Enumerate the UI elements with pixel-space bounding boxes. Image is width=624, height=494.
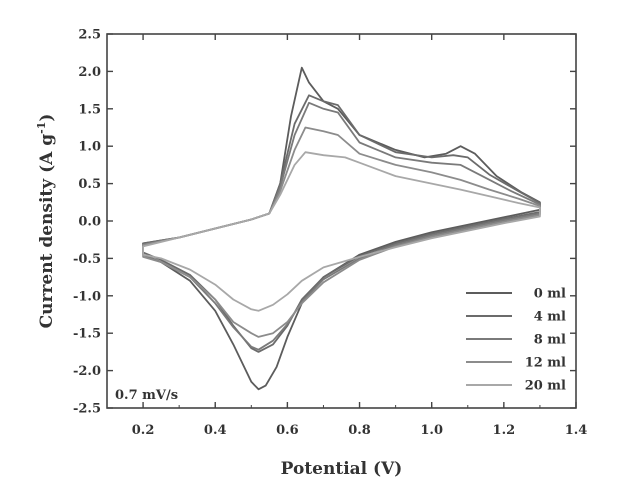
scan-rate-annotation: 0.7 mV/s: [115, 388, 178, 403]
y-tick-label: 0.5: [78, 177, 101, 192]
y-axis-title-main: Current density (A g: [37, 134, 57, 329]
x-axis-title: Potential (V): [281, 459, 403, 479]
y-axis-title: Current density (A g-1): [35, 114, 57, 329]
x-tick-label: 1.0: [420, 423, 443, 438]
x-tick-label: 1.4: [565, 423, 588, 438]
legend-label: 12 ml: [525, 356, 566, 371]
x-axis-ticks: 0.2 0.4 0.6 0.8 1.0 1.2 1.4: [106, 34, 588, 438]
x-tick-label: 1.2: [493, 423, 516, 438]
y-tick-label: -0.5: [73, 252, 101, 267]
y-axis-ticks: -2.5 -2.0 -1.5 -1.0 -0.5 0.0 0.5 1.0 1.5 2.0 2.5: [73, 28, 576, 417]
legend: 0 ml 4 ml 8 ml 12 ml 20 ml: [466, 287, 566, 394]
legend-label: 0 ml: [534, 287, 566, 302]
x-tick-label: 0.2: [132, 423, 155, 438]
legend-label: 20 ml: [525, 379, 566, 394]
y-axis-title-suffix: ): [37, 114, 57, 122]
series-group: [142, 66, 541, 391]
y-tick-label: 1.0: [78, 140, 101, 155]
y-tick-label: 2.5: [78, 28, 101, 43]
y-tick-label: -2.5: [73, 402, 101, 417]
legend-label: 4 ml: [534, 310, 566, 325]
series-line-4-ml: [142, 94, 541, 353]
y-tick-label: 0.0: [78, 215, 101, 230]
y-tick-label: -1.5: [73, 327, 101, 342]
x-tick-label: 0.8: [348, 423, 371, 438]
legend-label: 8 ml: [534, 333, 566, 348]
series-line-20-ml: [142, 151, 541, 312]
y-tick-label: 2.0: [78, 65, 101, 80]
y-tick-label: -1.0: [73, 289, 101, 304]
x-tick-label: 0.6: [276, 423, 299, 438]
y-tick-label: 1.5: [78, 102, 101, 117]
y-axis-title-superscript: -1: [35, 122, 48, 134]
x-tick-label: 0.4: [204, 423, 227, 438]
y-tick-label: -2.0: [73, 364, 101, 379]
